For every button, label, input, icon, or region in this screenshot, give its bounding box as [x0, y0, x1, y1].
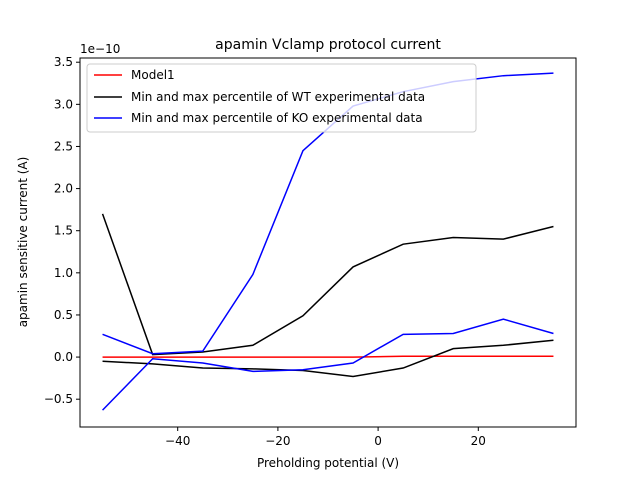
y-tick-label: 0.0: [54, 350, 73, 364]
y-tick-label: 1.0: [54, 266, 73, 280]
x-tick-label: −20: [265, 434, 290, 448]
y-offset-label: 1e−10: [80, 42, 120, 56]
x-tick-label: 0: [374, 434, 382, 448]
legend-label-wt: Min and max percentile of WT experimenta…: [131, 90, 425, 104]
y-tick-label: −0.5: [44, 392, 73, 406]
x-tick-label: 20: [471, 434, 486, 448]
legend-box: [86, 63, 477, 133]
y-tick-label: 2.5: [54, 139, 73, 153]
x-axis-label: Preholding potential (V): [257, 456, 399, 470]
legend-label-ko: Min and max percentile of KO experimenta…: [131, 111, 423, 125]
y-axis-label: apamin sensitive current (A): [16, 157, 30, 328]
x-tick-label: −40: [165, 434, 190, 448]
legend-label-model1: Model1: [131, 68, 175, 82]
y-tick-label: 3.0: [54, 97, 73, 111]
x-axis: −40 −20 0 20: [165, 427, 486, 448]
y-tick-label: 1.5: [54, 224, 73, 238]
series-line-0: [102, 355, 554, 358]
y-axis: −0.5 0.0 0.5 1.0 1.5 2.0 2.5 3.0 3.5: [44, 55, 80, 406]
y-tick-label: 2.0: [54, 182, 73, 196]
axes-frame: [79, 57, 577, 428]
y-tick-label: 3.5: [54, 55, 73, 69]
series-line-1: [101, 213, 554, 356]
legend: Model1 Min and max percentile of WT expe…: [86, 63, 477, 133]
series-line-2: [102, 339, 554, 378]
series-line-4: [102, 318, 554, 411]
y-tick-label: 0.5: [54, 308, 73, 322]
chart-title: apamin Vclamp protocol current: [215, 37, 441, 53]
